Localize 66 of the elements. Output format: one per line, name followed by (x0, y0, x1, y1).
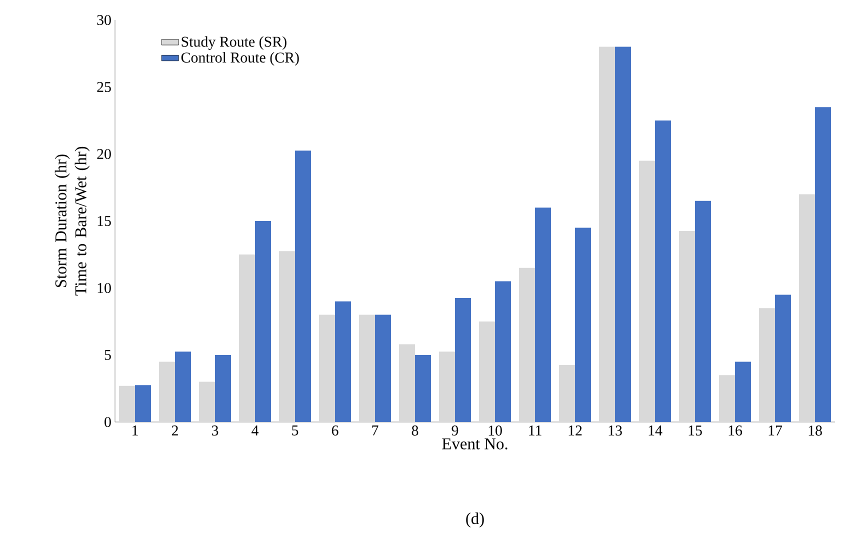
bar (655, 120, 672, 422)
bar (799, 194, 816, 422)
bar (759, 308, 776, 422)
x-tick-label: 11 (529, 426, 542, 436)
y-tick-label: 5 (104, 350, 111, 360)
x-tick-label: 13 (608, 426, 622, 436)
y-tick-label: 20 (97, 148, 111, 160)
y-tick-label: 15 (98, 216, 111, 226)
bar (215, 355, 232, 422)
bar (319, 314, 336, 422)
x-tick-label: 12 (568, 426, 582, 436)
bar (815, 107, 832, 422)
bar (479, 322, 496, 422)
bar (335, 301, 352, 422)
bar (199, 382, 216, 422)
x-tick-label: 5 (292, 426, 298, 436)
bar (255, 220, 272, 422)
x-tick-label: 18 (808, 426, 822, 436)
legend-label: Control Route (CR) (181, 52, 299, 66)
x-tick-label: 14 (648, 426, 662, 436)
y-tick-label: 0 (104, 416, 111, 428)
text: (d) (466, 512, 484, 528)
y-tick-label: 10 (98, 282, 111, 294)
bar (239, 254, 256, 422)
x-tick-label: 3 (212, 426, 218, 436)
bar (775, 294, 792, 422)
x-tick-label: 1 (132, 426, 138, 436)
bar (519, 268, 536, 422)
bar (599, 46, 616, 422)
bar (575, 228, 592, 422)
bar (615, 46, 632, 422)
x-tick-label: 17 (768, 426, 782, 436)
bar (375, 314, 392, 422)
bar (359, 314, 376, 422)
x-tick-label: 4 (252, 426, 258, 436)
y-axis-title: Storm Duration (hr) Time to Bare/Wet (hr) (54, 146, 90, 296)
bar (175, 352, 192, 422)
bar (559, 365, 576, 422)
bar (639, 160, 656, 422)
bar (495, 281, 512, 422)
bar (119, 386, 135, 422)
bar (719, 375, 736, 422)
legend-label: Study Route (SR) (182, 36, 286, 50)
bar (295, 150, 312, 422)
x-tick-label: 7 (372, 426, 378, 436)
bar (135, 385, 151, 422)
x-tick-label: 9 (452, 426, 458, 436)
bar (399, 344, 416, 422)
bar (695, 200, 712, 422)
bar (279, 251, 296, 422)
y-tick-label: 30 (97, 14, 111, 26)
bar (455, 298, 472, 422)
bar (415, 355, 432, 422)
bar (679, 231, 696, 422)
bar (159, 362, 175, 422)
x-tick-label: 15 (688, 426, 702, 436)
x-tick-label: 2 (172, 426, 178, 436)
bar (535, 208, 552, 422)
x-axis-title: Event No. (442, 438, 508, 450)
x-tick-label: 6 (332, 426, 338, 436)
x-tick-label: 8 (412, 426, 418, 436)
x-tick-label: 10 (488, 426, 502, 436)
bar (735, 362, 752, 422)
bar (439, 352, 456, 422)
y-tick-label: 25 (97, 82, 111, 92)
x-tick-label: 16 (728, 426, 742, 436)
